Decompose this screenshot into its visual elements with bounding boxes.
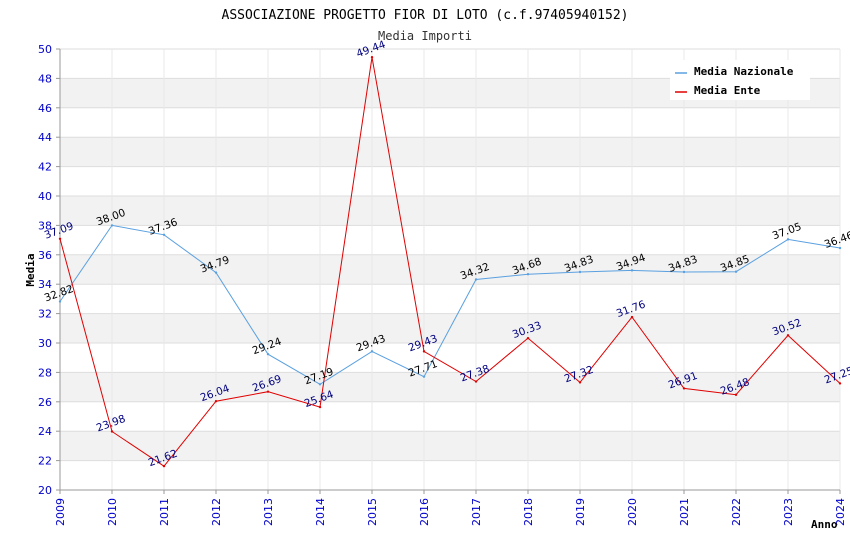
y-tick-label: 26 xyxy=(38,396,52,409)
y-tick-labels: 20 22 24 26 28 30 32 34 36 38 40 42 44 46 48 50 xyxy=(38,43,52,497)
data-point-ente xyxy=(526,336,530,340)
y-tick-label: 46 xyxy=(38,102,52,115)
data-point-ente xyxy=(786,334,790,337)
grid-band xyxy=(60,254,840,285)
data-point-nazionale xyxy=(318,383,322,386)
grid-band xyxy=(60,196,840,226)
x-tick-label: 2017 xyxy=(470,498,483,526)
legend-box xyxy=(670,60,810,100)
data-point-nazionale xyxy=(838,246,842,250)
chart-subtitle: Media Importi xyxy=(378,29,472,43)
y-tick-label: 40 xyxy=(38,190,52,203)
y-tick-label: 32 xyxy=(38,308,52,321)
x-tick-label: 2021 xyxy=(678,498,691,526)
y-tick-label: 24 xyxy=(38,425,52,438)
data-point-nazionale xyxy=(682,270,686,274)
legend-label-ente: Media Ente xyxy=(694,84,761,97)
x-tick-label: 2024 xyxy=(834,498,847,526)
data-point-ente xyxy=(422,350,426,353)
data-point-nazionale xyxy=(786,238,790,241)
data-point-ente xyxy=(682,387,686,390)
x-tick-label: 2018 xyxy=(522,498,535,526)
data-point-ente xyxy=(58,237,62,240)
legend: Media Nazionale Media Ente xyxy=(670,60,810,100)
series-line-ente xyxy=(59,57,841,467)
data-point-ente xyxy=(370,56,374,59)
x-tick-label: 2016 xyxy=(418,498,431,526)
x-tick-label: 2022 xyxy=(730,498,743,526)
data-point-nazionale xyxy=(578,270,582,274)
data-point-nazionale xyxy=(370,350,374,353)
x-tick-label: 2015 xyxy=(366,498,379,526)
x-tick-labels: 2009 2010 2011 2012 2013 2014 2015 2016 2017 2018… xyxy=(54,498,847,526)
data-point-ente xyxy=(162,464,166,468)
y-tick-label: 28 xyxy=(38,366,52,379)
data-point-nazionale xyxy=(214,271,218,274)
data-point-nazionale xyxy=(58,300,62,303)
y-tick-label: 20 xyxy=(38,484,52,497)
series-lines xyxy=(58,56,842,468)
y-tick-label: 44 xyxy=(38,131,52,144)
data-point-nazionale xyxy=(474,278,478,281)
x-tick-label: 2014 xyxy=(314,498,327,526)
x-tick-label: 2013 xyxy=(262,498,275,526)
data-point-nazionale xyxy=(630,269,634,272)
legend-label-nazionale: Media Nazionale xyxy=(694,65,794,78)
grid-band xyxy=(60,431,840,461)
data-point-ente xyxy=(474,380,478,383)
data-point-nazionale xyxy=(422,375,426,378)
y-tick-label: 48 xyxy=(38,72,52,85)
x-tick-label: 2023 xyxy=(782,498,795,526)
data-point-ente xyxy=(734,393,738,396)
y-tick-label: 36 xyxy=(38,249,52,262)
x-tick-label: 2010 xyxy=(106,498,119,526)
x-tick-label: 2020 xyxy=(626,498,639,526)
data-point-nazionale xyxy=(110,224,114,227)
y-axis-label: Media xyxy=(24,253,37,286)
data-point-ente xyxy=(110,430,114,433)
x-tick-label: 2009 xyxy=(54,498,67,526)
y-tick-label: 22 xyxy=(38,455,52,468)
series-line-nazionale xyxy=(59,224,841,385)
data-point-ente xyxy=(266,390,270,393)
data-point-nazionale xyxy=(734,270,738,273)
grid-bands xyxy=(60,78,840,461)
grid-band xyxy=(60,372,840,402)
y-tick-label: 38 xyxy=(38,219,52,232)
data-point-ente xyxy=(578,381,582,384)
data-point-ente xyxy=(838,382,842,385)
chart-title: ASSOCIAZIONE PROGETTO FIOR DI LOTO (c.f.… xyxy=(222,8,629,23)
x-tick-label: 2019 xyxy=(574,498,587,526)
y-tick-label: 50 xyxy=(38,43,52,56)
data-point-nazionale xyxy=(162,233,166,237)
data-point-nazionale xyxy=(526,273,530,276)
axes xyxy=(56,48,841,494)
y-tick-label: 30 xyxy=(38,337,52,350)
data-point-nazionale xyxy=(266,352,270,356)
grid-band xyxy=(60,137,840,167)
data-point-ente xyxy=(214,400,218,403)
y-tick-label: 42 xyxy=(38,161,52,174)
x-tick-label: 2012 xyxy=(210,498,223,526)
data-point-ente xyxy=(318,405,322,409)
data-point-ente xyxy=(630,315,634,319)
y-tick-label: 34 xyxy=(38,278,52,291)
x-tick-label: 2011 xyxy=(158,498,171,526)
x-axis-label: Anno xyxy=(811,518,838,531)
